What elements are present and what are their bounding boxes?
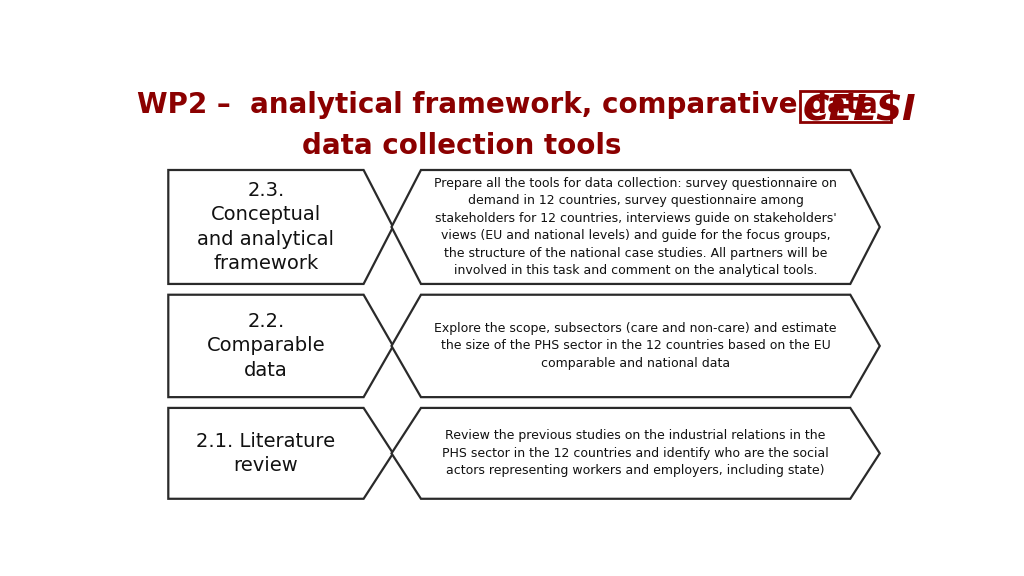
Text: Review the previous studies on the industrial relations in the
PHS sector in the: Review the previous studies on the indus…	[442, 429, 829, 478]
Polygon shape	[391, 170, 880, 284]
Text: 2.1. Literature
review: 2.1. Literature review	[197, 432, 336, 475]
Text: CELSI: CELSI	[802, 93, 915, 127]
Polygon shape	[168, 408, 393, 499]
Polygon shape	[391, 295, 880, 397]
Text: Prepare all the tools for data collection: survey questionnaire on
demand in 12 : Prepare all the tools for data collectio…	[434, 177, 837, 277]
Bar	[800, 92, 891, 122]
Text: Explore the scope, subsectors (care and non-care) and estimate
the size of the P: Explore the scope, subsectors (care and …	[434, 322, 837, 370]
Text: 2.2.
Comparable
data: 2.2. Comparable data	[207, 312, 326, 380]
Text: WP2 –  analytical framework, comparative data: WP2 – analytical framework, comparative …	[137, 90, 879, 119]
Polygon shape	[168, 295, 393, 397]
Polygon shape	[168, 170, 393, 284]
Text: data collection tools: data collection tools	[301, 132, 621, 160]
Text: 2.3.
Conceptual
and analytical
framework: 2.3. Conceptual and analytical framework	[198, 181, 335, 273]
Polygon shape	[391, 408, 880, 499]
